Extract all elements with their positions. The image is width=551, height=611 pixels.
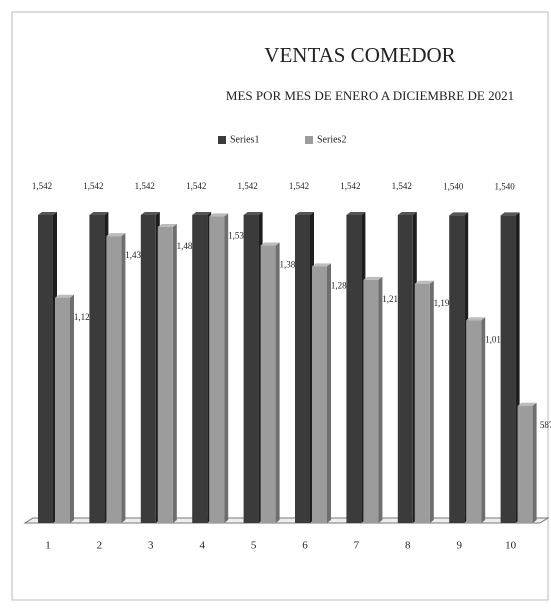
data-label: 1,540 <box>443 181 464 191</box>
x-tick-label: 10 <box>505 540 517 552</box>
bar-side <box>172 223 177 523</box>
data-label: 1,542 <box>392 181 412 191</box>
x-tick-label: 4 <box>199 540 205 552</box>
bar <box>295 215 310 523</box>
legend-label: Series1 <box>230 134 259 145</box>
bar-top <box>295 212 314 215</box>
legend-swatch <box>218 136 226 144</box>
x-tick-label: 9 <box>456 540 462 552</box>
bar-side <box>275 242 280 524</box>
bar-top <box>55 294 74 298</box>
bar-side <box>224 213 229 523</box>
bar-top <box>500 212 520 216</box>
data-label: 1,285 <box>331 280 352 290</box>
bar-top <box>38 212 57 215</box>
x-tick-label: 8 <box>405 540 411 552</box>
bar-top <box>397 212 417 215</box>
bar-top <box>517 402 537 406</box>
bar-top <box>449 212 469 216</box>
data-label: 1,436 <box>125 250 146 260</box>
bar <box>106 236 122 524</box>
bar-top <box>414 280 434 284</box>
bar-top <box>312 263 331 267</box>
data-label: 1,389 <box>279 260 300 270</box>
bar-top <box>209 213 229 217</box>
x-tick-label: 6 <box>302 540 308 552</box>
data-label: 1,542 <box>135 181 155 191</box>
data-label: 1,535 <box>228 230 249 240</box>
data-label: 1,217 <box>382 294 403 304</box>
chart-title: VENTAS COMEDOR <box>264 43 455 67</box>
bar-top <box>243 212 263 215</box>
bar-top <box>106 233 126 237</box>
data-label: 1,482 <box>177 241 197 251</box>
bar-side <box>70 294 74 523</box>
bar <box>55 297 70 523</box>
x-tick-label: 1 <box>45 540 51 552</box>
bar-top <box>260 242 280 246</box>
bar <box>414 283 430 523</box>
bar <box>466 320 482 523</box>
bar-top <box>89 212 109 215</box>
bar-top <box>192 212 212 215</box>
data-label: 1,542 <box>83 181 103 191</box>
bar <box>89 215 105 523</box>
bar <box>38 215 53 523</box>
bar-side <box>429 280 434 523</box>
bar <box>312 266 327 523</box>
bar-side <box>378 276 383 523</box>
bar <box>397 215 413 523</box>
bar-top <box>346 212 366 215</box>
data-label: 1,542 <box>289 181 309 191</box>
bar-top <box>140 212 160 215</box>
legend-swatch <box>305 136 313 144</box>
chart-subtitle: MES POR MES DE ENERO A DICIEMBRE DE 2021 <box>226 88 514 103</box>
bar <box>449 215 465 523</box>
data-label: 1,542 <box>32 181 52 191</box>
data-label: 1,198 <box>434 298 455 308</box>
bar-top <box>363 276 383 280</box>
bar-top <box>157 223 177 227</box>
bar <box>260 245 276 524</box>
bar-side <box>327 263 331 523</box>
bar <box>363 279 379 523</box>
x-tick-label: 7 <box>354 540 360 552</box>
bar <box>243 215 259 523</box>
legend-label: Series2 <box>317 134 346 145</box>
data-label: 1,542 <box>186 181 206 191</box>
bar-side <box>121 233 126 524</box>
bar <box>346 215 362 523</box>
bar <box>517 405 533 523</box>
x-tick-label: 3 <box>148 540 154 552</box>
bar-side <box>532 402 537 523</box>
bar <box>500 215 516 523</box>
data-label: 1,015 <box>485 334 506 344</box>
x-tick-label: 2 <box>97 540 103 552</box>
data-label: 1,128 <box>74 312 95 322</box>
data-label: 587 <box>540 420 551 430</box>
data-label: 1,542 <box>237 181 257 191</box>
bar-top <box>466 317 486 321</box>
bar-side <box>481 317 486 523</box>
bar <box>192 215 208 523</box>
bar <box>157 226 173 523</box>
bar <box>140 215 156 523</box>
data-label: 1,540 <box>494 181 515 191</box>
x-tick-label: 5 <box>251 540 257 552</box>
bar <box>209 216 225 523</box>
data-label: 1,542 <box>340 181 360 191</box>
